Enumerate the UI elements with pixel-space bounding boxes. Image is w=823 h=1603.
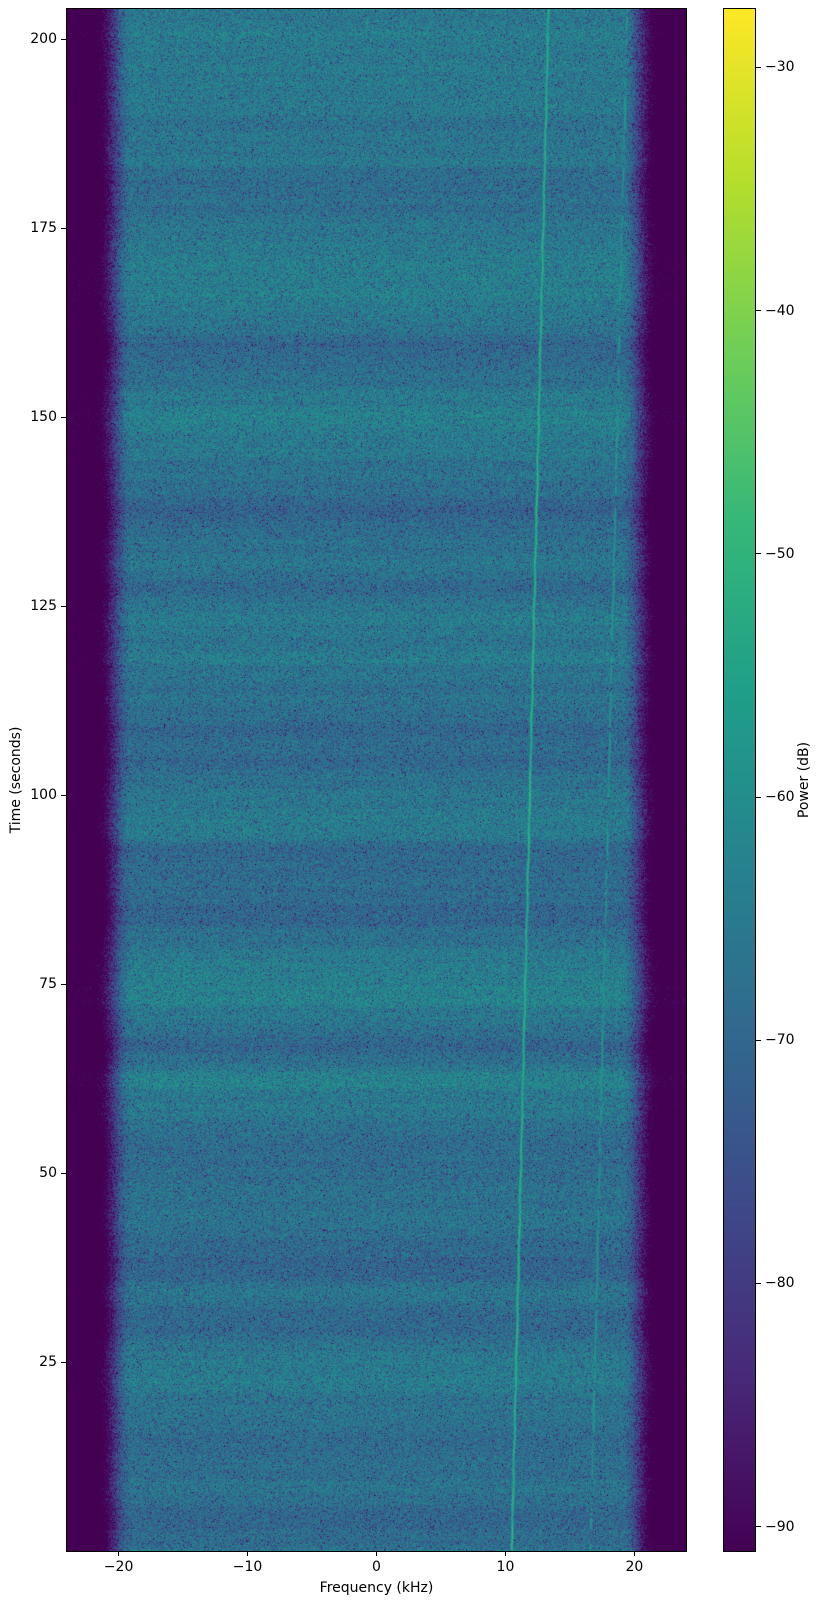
colorbar-tick-mark [756,66,761,68]
colorbar-tick-mark [756,553,761,555]
x-tick-label: −20 [103,1559,134,1575]
colorbar-tick-label: −50 [765,545,795,562]
x-tick-mark [118,1552,120,1556]
colorbar-tick-mark [756,1526,761,1528]
x-tick-mark [247,1552,249,1556]
y-tick-label: 175 [30,220,57,237]
x-tick-mark [633,1552,635,1556]
colorbar-tick-label: −80 [765,1275,795,1292]
colorbar-tick-label: −40 [765,302,795,319]
y-tick-label: 50 [39,1165,57,1182]
y-tick-mark [61,794,66,796]
y-tick-mark [61,1172,66,1174]
colorbar-tick-mark [756,310,761,312]
colorbar-tick-mark [756,1039,761,1041]
y-tick-mark [61,1361,66,1363]
y-tick-label: 25 [39,1354,57,1371]
y-tick-label: 125 [30,598,57,615]
colorbar-tick-label: −70 [765,1032,795,1049]
colorbar [723,8,756,1552]
y-tick-label: 200 [30,31,57,48]
colorbar-tick-mark [756,796,761,798]
x-tick-mark [376,1552,377,1556]
y-axis-title: Time (seconds) [8,726,24,834]
spectrogram-plot-area [66,8,687,1552]
colorbar-tick-mark [756,1282,761,1284]
x-tick-label: −10 [232,1559,263,1575]
colorbar-title: Power (dB) [796,741,812,819]
x-tick-label: 0 [372,1559,381,1575]
x-axis-title: Frequency (kHz) [319,1580,434,1596]
colorbar-gradient-canvas [724,9,755,1551]
y-tick-mark [61,605,66,607]
colorbar-tick-label: −60 [765,789,795,806]
x-tick-mark [504,1552,506,1556]
spectrogram-canvas [67,9,686,1551]
y-tick-label: 100 [30,787,57,804]
x-tick-label: 20 [625,1559,644,1575]
colorbar-tick-label: −90 [765,1518,795,1535]
x-tick-label: 10 [496,1559,515,1575]
y-tick-label: 75 [39,976,57,993]
y-tick-mark [61,416,66,418]
y-tick-mark [61,983,66,985]
y-tick-label: 150 [30,409,57,426]
y-tick-mark [61,227,66,229]
y-tick-mark [61,38,66,40]
colorbar-tick-label: −30 [765,59,795,76]
